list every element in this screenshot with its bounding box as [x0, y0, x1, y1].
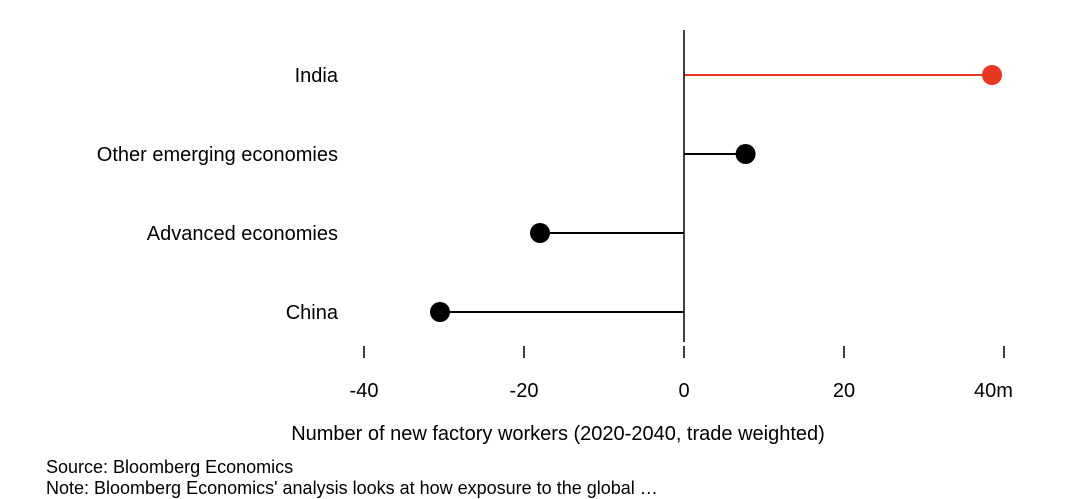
- source-note: Source: Bloomberg Economics: [46, 457, 294, 477]
- category-label-china: China: [286, 302, 339, 324]
- dot-china: [430, 302, 450, 322]
- category-label-india: India: [295, 65, 339, 87]
- dot-chart: India Other emerging economies Advanced ec…: [97, 30, 1013, 445]
- x-tick-label: 20: [833, 380, 855, 402]
- x-tick-label: 0: [678, 380, 689, 402]
- dot-other-emerging-economies: [735, 144, 756, 164]
- x-tick-label: -20: [510, 380, 539, 402]
- category-label-advanced-economies: Advanced economies: [147, 223, 338, 245]
- methodology-note: Note: Bloomberg Economics' analysis look…: [46, 478, 658, 498]
- x-axis-title: Number of new factory workers (2020-2040…: [291, 423, 825, 445]
- dot-india: [982, 65, 1002, 85]
- chart-rows: India Other emerging economies Advanced ec…: [97, 65, 1002, 324]
- x-axis-ticks: -40 -20 0 20 40m: [350, 346, 1013, 402]
- category-label-other-emerging-economies: Other emerging economies: [97, 144, 338, 166]
- x-tick-label: 40m: [974, 380, 1013, 402]
- x-tick-label: -40: [350, 380, 379, 402]
- dot-advanced-economies: [530, 223, 550, 243]
